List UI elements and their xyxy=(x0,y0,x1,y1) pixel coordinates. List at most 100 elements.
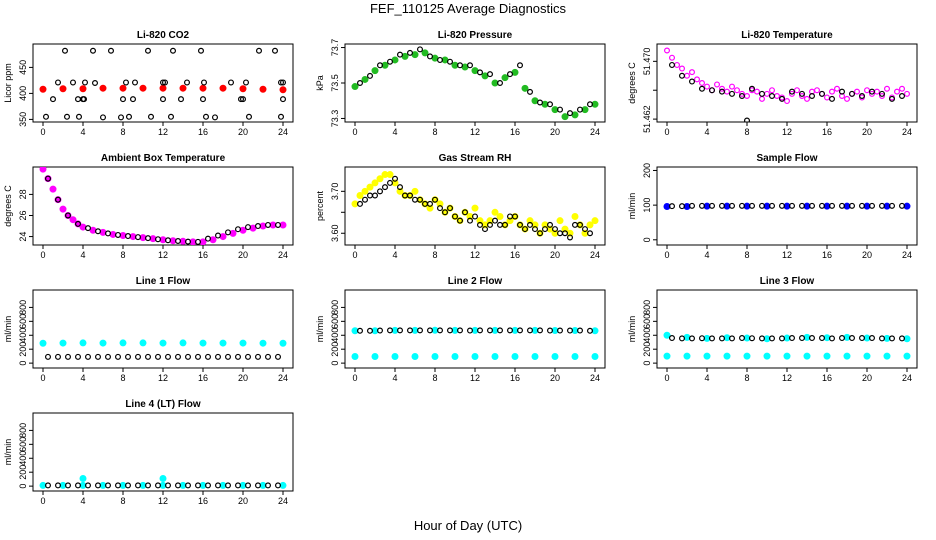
data-point xyxy=(199,84,207,92)
data-point xyxy=(688,69,695,76)
data-point xyxy=(99,114,106,121)
x-tick-label: 24 xyxy=(278,496,288,506)
plot-frame xyxy=(656,43,918,123)
data-point xyxy=(586,230,593,237)
series-3 xyxy=(357,327,593,334)
y-tick-label: 3.60 xyxy=(330,224,340,242)
data-point xyxy=(205,482,212,489)
data-point xyxy=(571,212,579,220)
data-point xyxy=(407,49,414,56)
data-point xyxy=(728,335,735,342)
data-point xyxy=(467,327,474,334)
data-point xyxy=(788,88,795,95)
data-point xyxy=(84,225,91,232)
data-point xyxy=(506,217,514,225)
data-point xyxy=(397,184,404,191)
data-point xyxy=(581,226,588,233)
data-point xyxy=(798,202,805,209)
data-point xyxy=(117,114,124,121)
y-axis-label: ml/min xyxy=(627,316,637,343)
data-point xyxy=(59,339,67,347)
data-point xyxy=(868,90,875,97)
panel-title: Li-820 CO2 xyxy=(137,30,190,41)
y-tick-label: 200 xyxy=(642,342,652,357)
data-point xyxy=(235,353,242,360)
figure-x-axis-label: Hour of Day (UTC) xyxy=(413,518,523,533)
data-point xyxy=(556,327,563,334)
data-point xyxy=(225,353,232,360)
data-point xyxy=(79,85,87,93)
series-1 xyxy=(39,84,287,94)
data-point xyxy=(59,85,67,93)
y-axis-label: ml/min xyxy=(3,439,13,466)
x-tick-label: 24 xyxy=(278,373,288,383)
data-point xyxy=(351,83,359,91)
data-point xyxy=(688,202,695,209)
data-point xyxy=(863,87,870,94)
data-point xyxy=(743,92,750,99)
x-tick-label: 24 xyxy=(590,373,600,383)
data-point xyxy=(427,53,434,60)
data-point xyxy=(763,352,771,360)
y-tick-label: 3.70 xyxy=(330,183,340,201)
y-tick-label: 600 xyxy=(330,314,340,329)
x-tick-label: 8 xyxy=(744,373,749,383)
data-point xyxy=(179,339,187,347)
y-tick-label: 800 xyxy=(18,423,28,438)
data-point xyxy=(387,179,394,186)
y-axis-label: ml/min xyxy=(627,193,637,220)
data-point xyxy=(502,221,509,228)
data-point xyxy=(219,233,227,241)
data-point xyxy=(239,226,247,234)
panel-title: Ambient Box Temperature xyxy=(101,153,226,164)
data-point xyxy=(114,231,121,238)
data-point xyxy=(175,482,182,489)
x-tick-label: 4 xyxy=(704,373,709,383)
data-point xyxy=(255,353,262,360)
data-point xyxy=(39,339,47,347)
data-point xyxy=(888,202,895,209)
data-point xyxy=(437,56,444,63)
data-point xyxy=(551,353,559,361)
data-point xyxy=(536,230,543,237)
panel-title: Sample Flow xyxy=(756,153,817,164)
y-tick-label: 600 xyxy=(642,314,652,329)
data-point xyxy=(94,482,101,489)
data-point xyxy=(54,79,61,86)
data-point xyxy=(491,208,499,216)
plot-points xyxy=(39,339,287,360)
data-point xyxy=(99,84,107,92)
data-point xyxy=(833,85,840,92)
data-point xyxy=(793,87,800,94)
y-tick-label: 100 xyxy=(642,198,652,213)
data-point xyxy=(561,113,569,121)
data-point xyxy=(184,79,191,86)
data-point xyxy=(61,47,68,54)
data-point xyxy=(526,221,533,228)
data-point xyxy=(411,353,419,361)
data-point xyxy=(452,213,459,220)
series-1 xyxy=(351,353,599,361)
plot-points xyxy=(351,171,599,241)
data-point xyxy=(376,175,384,183)
data-point xyxy=(823,94,830,101)
series-2 xyxy=(668,61,905,122)
data-point xyxy=(119,84,127,92)
y-tick-label: 200 xyxy=(330,342,340,357)
data-point xyxy=(591,353,599,361)
data-point xyxy=(235,226,242,233)
data-point xyxy=(828,202,835,209)
x-tick-label: 12 xyxy=(158,127,168,137)
data-point xyxy=(472,213,479,220)
data-point xyxy=(362,196,369,203)
data-point xyxy=(246,113,253,120)
data-point xyxy=(159,84,167,92)
data-point xyxy=(698,85,705,92)
series-1 xyxy=(39,339,287,347)
series-2 xyxy=(663,331,911,343)
y-axis-label: percent xyxy=(315,190,325,221)
data-point xyxy=(377,327,384,334)
data-point xyxy=(838,335,845,342)
